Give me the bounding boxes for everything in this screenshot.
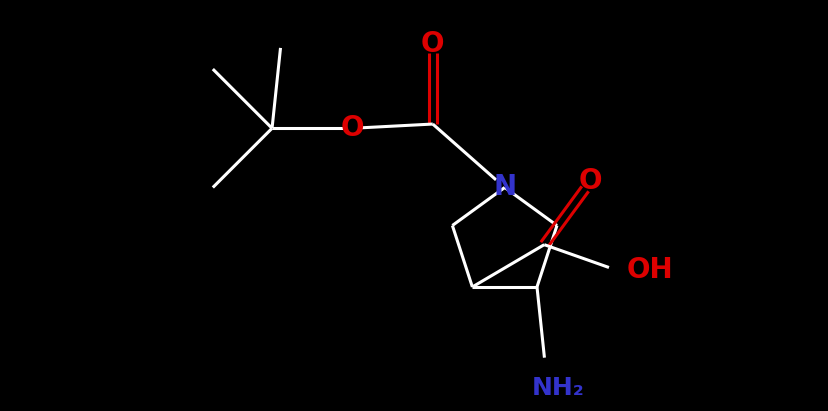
Text: OH: OH	[626, 256, 672, 284]
Text: NH₂: NH₂	[531, 376, 584, 400]
Text: O: O	[421, 30, 444, 58]
Text: O: O	[340, 114, 363, 142]
Text: N: N	[493, 173, 516, 201]
Text: O: O	[578, 167, 602, 195]
